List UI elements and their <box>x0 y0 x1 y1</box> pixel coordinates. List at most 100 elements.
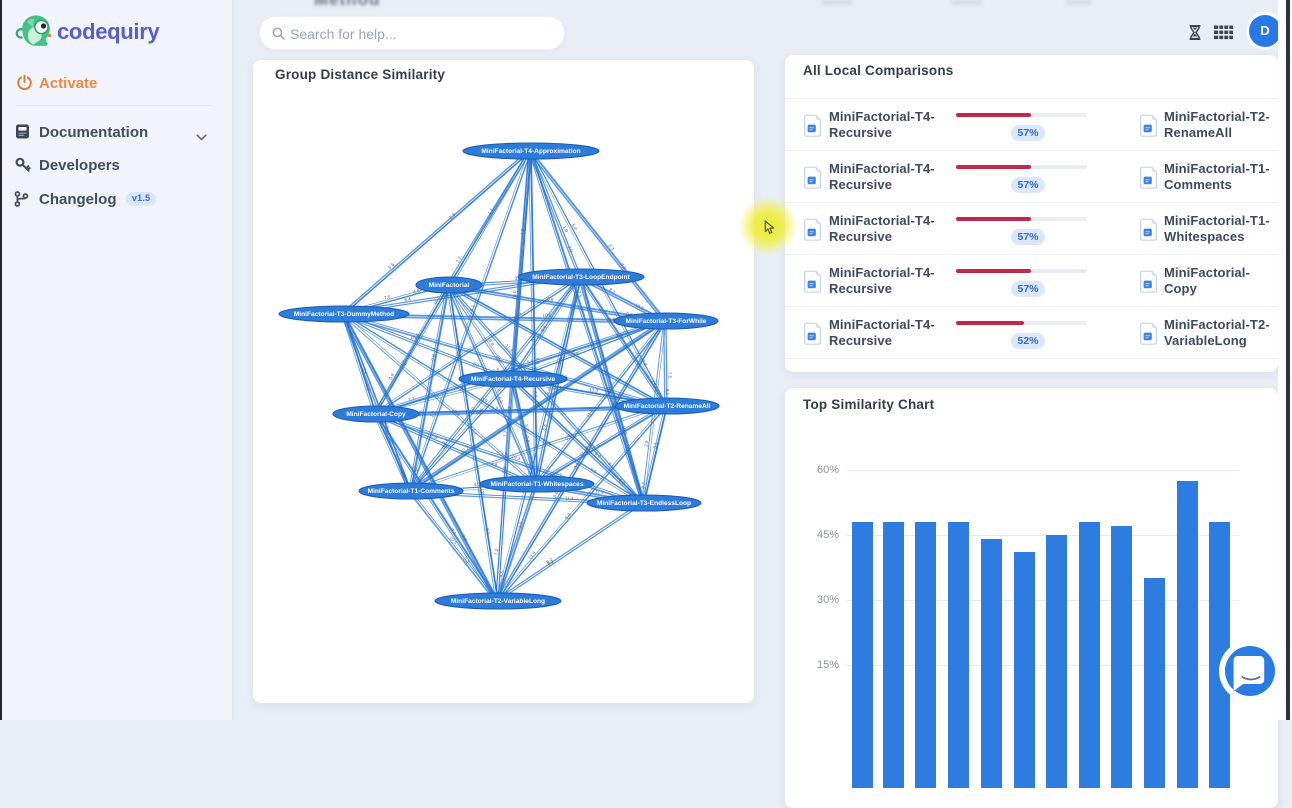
svg-text:5.9: 5.9 <box>546 387 553 395</box>
svg-text:7.8: 7.8 <box>413 332 421 340</box>
svg-text:5.8: 5.8 <box>547 296 555 302</box>
svg-text:2.3: 2.3 <box>472 361 480 368</box>
svg-text:2.5: 2.5 <box>361 367 368 375</box>
svg-text:9.0: 9.0 <box>543 440 551 447</box>
svg-text:0.9: 0.9 <box>388 372 396 380</box>
svg-text:6.8: 6.8 <box>535 358 540 365</box>
svg-text:4.3: 4.3 <box>364 383 371 391</box>
svg-text:2.8: 2.8 <box>492 406 499 411</box>
svg-text:8.8: 8.8 <box>571 349 579 357</box>
svg-text:6.3: 6.3 <box>497 396 504 404</box>
svg-text:10.8: 10.8 <box>543 313 552 318</box>
svg-text:3.3: 3.3 <box>557 357 563 365</box>
svg-text:5.9: 5.9 <box>564 512 572 520</box>
svg-text:3.9: 3.9 <box>567 245 574 253</box>
svg-text:7.0: 7.0 <box>441 292 449 298</box>
svg-text:2.8: 2.8 <box>524 436 530 444</box>
svg-text:2.6: 2.6 <box>429 410 436 418</box>
svg-text:9.8: 9.8 <box>430 354 436 362</box>
svg-text:9.2: 9.2 <box>640 481 646 489</box>
svg-text:MiniFactorial-T1-Comments: MiniFactorial-T1-Comments <box>368 488 455 495</box>
svg-text:4.1: 4.1 <box>456 341 464 348</box>
svg-text:3.3: 3.3 <box>607 243 615 251</box>
svg-text:9.9: 9.9 <box>485 528 491 536</box>
svg-text:7.3: 7.3 <box>619 262 627 270</box>
svg-text:0.9: 0.9 <box>641 359 649 367</box>
svg-text:11.8: 11.8 <box>607 317 616 322</box>
svg-text:5.0: 5.0 <box>618 478 626 486</box>
svg-text:7.3: 7.3 <box>400 359 408 367</box>
svg-text:8.2: 8.2 <box>502 466 507 473</box>
svg-text:7.5: 7.5 <box>576 290 583 298</box>
svg-text:2.5: 2.5 <box>400 470 407 478</box>
svg-text:9.4: 9.4 <box>449 527 457 535</box>
svg-text:MiniFactorial-T2-VariableLong: MiniFactorial-T2-VariableLong <box>451 598 545 605</box>
svg-text:11.8: 11.8 <box>579 448 589 457</box>
svg-text:11.3: 11.3 <box>585 408 595 418</box>
svg-text:0.9: 0.9 <box>410 335 418 342</box>
svg-text:9.9: 9.9 <box>614 394 622 400</box>
svg-text:5.6: 5.6 <box>526 358 534 365</box>
svg-text:0.6: 0.6 <box>441 442 449 450</box>
svg-text:2.9: 2.9 <box>643 440 649 447</box>
svg-text:4.3: 4.3 <box>474 482 481 487</box>
svg-text:6.8: 6.8 <box>487 338 495 346</box>
svg-text:MiniFactorial-T4-Recursive: MiniFactorial-T4-Recursive <box>471 376 556 383</box>
svg-text:4.0: 4.0 <box>520 228 526 235</box>
svg-text:8.9: 8.9 <box>480 396 488 404</box>
svg-text:10.5: 10.5 <box>448 535 458 545</box>
svg-text:6.0: 6.0 <box>594 451 602 459</box>
svg-text:3.6: 3.6 <box>573 461 581 469</box>
svg-text:4.3: 4.3 <box>533 391 538 398</box>
svg-text:1.3: 1.3 <box>472 428 478 436</box>
svg-text:8.4: 8.4 <box>404 296 412 302</box>
svg-text:10.2: 10.2 <box>459 445 470 454</box>
svg-text:2.6: 2.6 <box>455 349 463 357</box>
svg-text:7.0: 7.0 <box>384 294 392 301</box>
svg-text:3.8: 3.8 <box>523 424 529 432</box>
svg-text:5.4: 5.4 <box>571 223 579 231</box>
svg-text:MiniFactorial-T2-RenameAll: MiniFactorial-T2-RenameAll <box>624 403 711 410</box>
svg-text:2.8: 2.8 <box>461 534 469 542</box>
svg-text:2.2: 2.2 <box>455 255 463 263</box>
svg-text:5.0: 5.0 <box>552 490 560 498</box>
svg-text:3.6: 3.6 <box>517 521 524 529</box>
svg-text:4.8: 4.8 <box>413 288 421 295</box>
svg-text:0.7: 0.7 <box>530 334 538 342</box>
svg-text:4.4: 4.4 <box>500 451 508 458</box>
svg-text:11.6: 11.6 <box>527 550 537 560</box>
svg-text:MiniFactorial-T3-DummyMethod: MiniFactorial-T3-DummyMethod <box>294 311 394 318</box>
svg-text:6.8: 6.8 <box>585 443 593 451</box>
svg-text:10.3: 10.3 <box>634 302 645 311</box>
svg-text:3.9: 3.9 <box>564 349 572 356</box>
svg-text:8.7: 8.7 <box>460 385 468 392</box>
svg-text:8.1: 8.1 <box>607 461 615 469</box>
svg-text:2.3: 2.3 <box>462 556 470 564</box>
svg-text:MiniFactorial-T4-Approximation: MiniFactorial-T4-Approximation <box>481 148 580 155</box>
svg-text:MiniFactorial-T3-LoopEndpoint: MiniFactorial-T3-LoopEndpoint <box>532 274 630 281</box>
svg-text:0.7: 0.7 <box>619 331 627 339</box>
svg-text:9.6: 9.6 <box>540 324 548 332</box>
svg-text:8.3: 8.3 <box>541 423 547 431</box>
svg-text:10.3: 10.3 <box>511 454 521 462</box>
svg-text:6.1: 6.1 <box>469 304 476 312</box>
svg-text:7.8: 7.8 <box>430 433 438 440</box>
svg-text:11.3: 11.3 <box>565 496 574 501</box>
svg-text:MiniFactorial: MiniFactorial <box>429 282 470 289</box>
svg-text:MiniFactorial-T1-Whitespaces: MiniFactorial-T1-Whitespaces <box>490 481 583 488</box>
svg-text:6.7: 6.7 <box>545 557 553 565</box>
svg-text:7.4: 7.4 <box>478 490 485 495</box>
svg-text:7.2: 7.2 <box>494 548 499 555</box>
svg-text:7.7: 7.7 <box>408 396 416 403</box>
svg-text:MiniFactorial-T3-ForWhile: MiniFactorial-T3-ForWhile <box>626 318 707 325</box>
svg-text:1.2: 1.2 <box>487 207 495 215</box>
svg-text:7.5: 7.5 <box>667 372 672 379</box>
svg-text:1.6: 1.6 <box>476 407 484 415</box>
svg-text:8.3: 8.3 <box>383 421 390 429</box>
svg-text:2.6: 2.6 <box>448 212 456 220</box>
svg-text:0.8: 0.8 <box>589 467 597 475</box>
svg-text:10.9: 10.9 <box>512 311 523 320</box>
svg-text:11.7: 11.7 <box>595 489 605 495</box>
svg-text:11.8: 11.8 <box>504 343 514 353</box>
svg-text:8.3: 8.3 <box>608 287 616 295</box>
